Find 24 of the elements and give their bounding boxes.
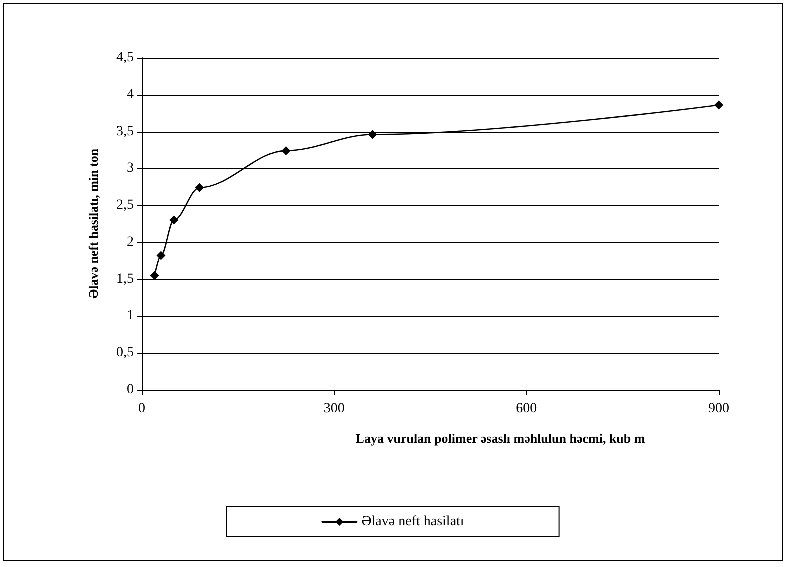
y-tick-label: 4	[127, 87, 134, 102]
point	[714, 100, 724, 110]
y-tick-label: 2,5	[116, 198, 134, 214]
point	[368, 130, 378, 140]
point	[282, 146, 291, 156]
y-axis-title: Əlavə neft hasilatı, min ton	[86, 148, 101, 300]
point	[156, 251, 166, 260]
point	[170, 216, 179, 225]
y-tick-label: 0	[127, 382, 134, 398]
point	[150, 271, 160, 280]
y-tick-label: 1	[127, 308, 134, 324]
y-tick-label: 3,5	[116, 124, 134, 140]
x-axis-title: Laya vurulan polimer əsaslı məhlulun həcmi, kub m	[356, 431, 646, 446]
y-tick-label: 4,5	[116, 50, 134, 66]
legend-label: Əlavə neft hasilatı	[362, 514, 464, 530]
x-tick-label: 300	[324, 402, 345, 416]
y-tick-label: 3	[127, 161, 134, 176]
x-tick-label: 0	[138, 402, 146, 416]
y-tick-label: 0,5	[116, 346, 134, 361]
y-tick-label: 1,5	[116, 272, 134, 287]
y-tick-label: 2	[127, 234, 134, 250]
point	[195, 183, 204, 192]
x-tick-label: 900	[708, 402, 730, 416]
x-tick-label: 600	[516, 402, 538, 416]
